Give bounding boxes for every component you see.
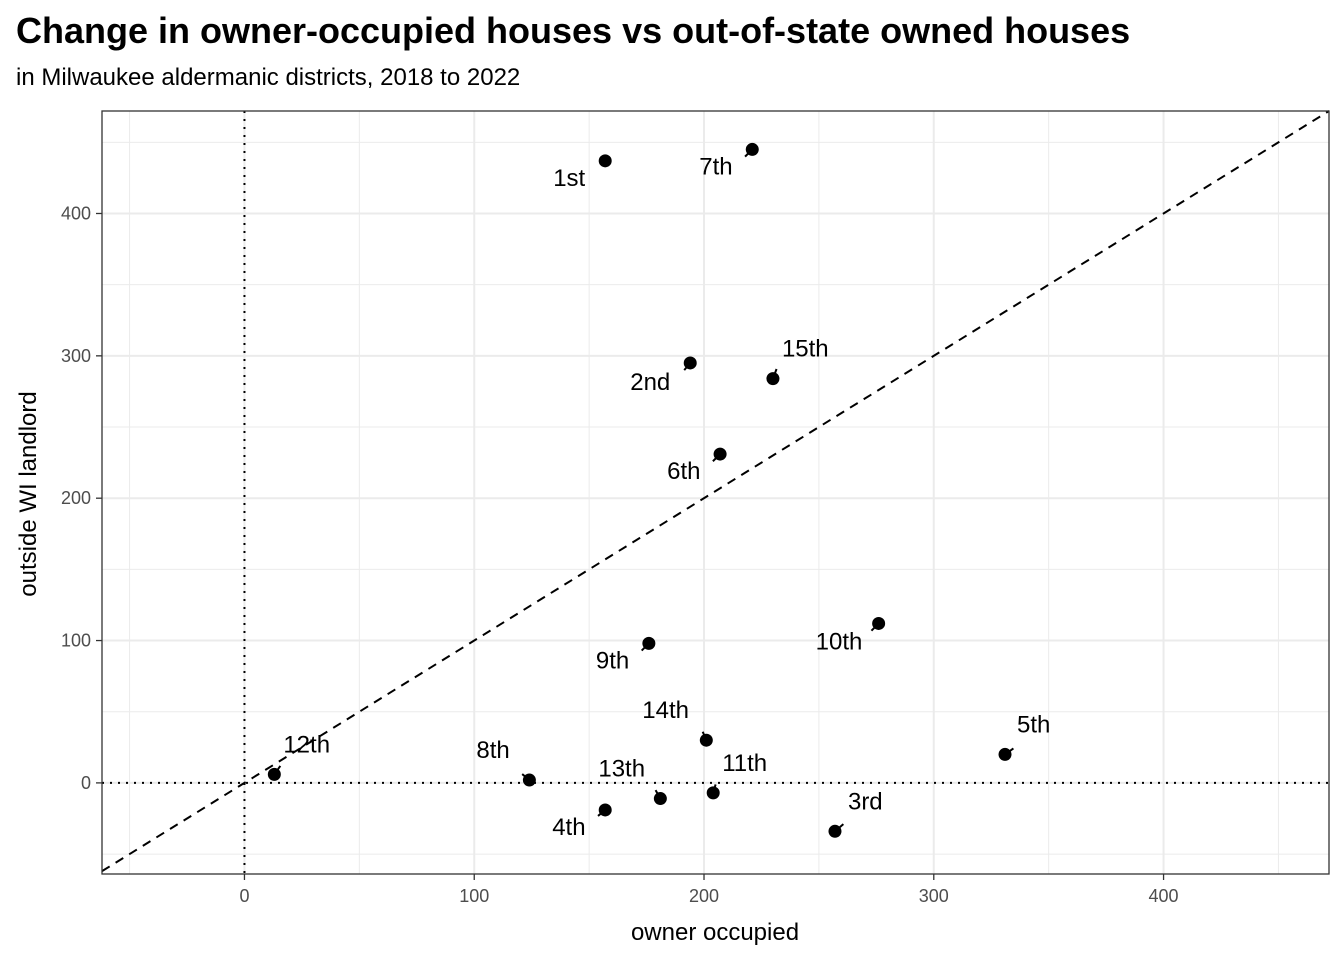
point-label: 13th xyxy=(598,756,645,783)
point-label: 11th xyxy=(722,750,767,777)
grid xyxy=(102,111,1329,874)
point-label: 1st xyxy=(553,165,585,192)
y-axis-title: outside WI landlord xyxy=(15,391,42,596)
point-label: 9th xyxy=(596,647,629,674)
data-point xyxy=(699,733,713,747)
point-label: 7th xyxy=(699,153,732,180)
data-point xyxy=(683,356,697,370)
data-point xyxy=(828,824,842,838)
y-tick-label: 400 xyxy=(61,203,91,223)
point-label: 6th xyxy=(667,458,700,485)
data-point xyxy=(745,142,759,156)
point-label: 8th xyxy=(476,737,509,764)
x-tick-label: 400 xyxy=(1149,886,1179,906)
data-point xyxy=(998,747,1012,761)
data-point xyxy=(598,154,612,168)
point-label: 3rd xyxy=(848,788,883,815)
point-label: 10th xyxy=(816,628,863,655)
x-axis-ticks: 0 100 200 300 400 xyxy=(239,874,1179,906)
chart-subtitle: in Milwaukee aldermanic districts, 2018 … xyxy=(16,64,521,91)
data-point xyxy=(706,786,720,800)
data-points: 1st 2nd 3rd 4th 5th 6th 7th 8th 9th 10th 11th 12th 1… xyxy=(267,142,1050,841)
x-tick-label: 200 xyxy=(689,886,719,906)
chart-title: Change in owner-occupied houses vs out-o… xyxy=(16,10,1131,51)
point-label: 2nd xyxy=(630,369,670,396)
y-axis-ticks: 0 100 200 300 400 xyxy=(61,203,102,793)
x-axis-title: owner occupied xyxy=(631,919,799,946)
x-tick-label: 300 xyxy=(919,886,949,906)
data-point xyxy=(598,803,612,817)
y-tick-label: 100 xyxy=(61,631,91,651)
x-tick-label: 100 xyxy=(459,886,489,906)
point-label: 4th xyxy=(552,814,585,841)
data-point xyxy=(766,372,780,386)
plot-panel-border xyxy=(101,110,1330,875)
identity-reference-line xyxy=(101,110,1330,873)
point-label: 5th xyxy=(1017,711,1050,738)
data-point xyxy=(653,792,667,806)
data-point xyxy=(713,447,727,461)
point-label: 12th xyxy=(283,731,330,758)
reference-lines xyxy=(101,110,1330,874)
point-label: 15th xyxy=(782,336,829,363)
data-point xyxy=(267,767,281,781)
data-point xyxy=(872,616,886,630)
point-label: 14th xyxy=(642,697,689,724)
y-tick-label: 0 xyxy=(81,773,91,793)
data-point xyxy=(522,773,536,787)
y-tick-label: 200 xyxy=(61,488,91,508)
x-tick-label: 0 xyxy=(239,886,249,906)
y-tick-label: 300 xyxy=(61,346,91,366)
data-point xyxy=(642,636,656,650)
